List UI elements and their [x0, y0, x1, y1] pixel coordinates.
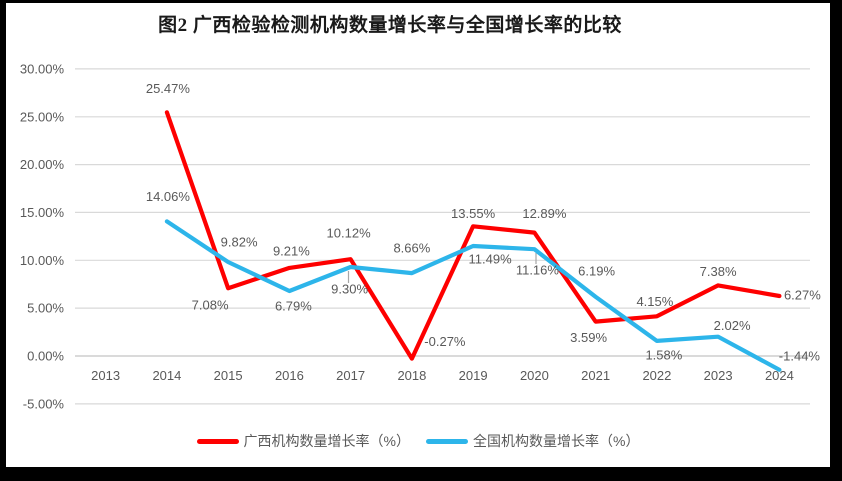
x-axis-tick-label: 2020 [520, 368, 549, 383]
y-axis-tick-label: 25.00% [20, 109, 65, 124]
x-axis-tick-label: 2022 [642, 368, 671, 383]
y-axis-tick-label: 5.00% [27, 301, 64, 316]
legend-label-national: 全国机构数量增长率（%） [473, 433, 640, 449]
data-label: 13.55% [451, 206, 496, 221]
data-label: 11.16% [516, 263, 560, 278]
legend-item-national: 全国机构数量增长率（%） [426, 431, 639, 451]
data-label: -1.44% [779, 348, 821, 363]
x-axis-tick-label: 2023 [704, 368, 733, 383]
data-label: 4.15% [636, 294, 673, 309]
x-axis-tick-label: 2014 [152, 368, 181, 383]
x-axis-tick-label: 2017 [336, 368, 365, 383]
data-label: 1.58% [645, 347, 682, 362]
x-axis-tick-label: 2021 [581, 368, 610, 383]
y-axis-tick-label: 30.00% [20, 61, 65, 76]
data-label: 7.08% [192, 298, 229, 313]
data-label: 6.19% [578, 263, 615, 278]
y-axis-tick-label: 0.00% [27, 349, 64, 364]
series-line-0 [164, 110, 782, 361]
data-label: 3.59% [570, 330, 607, 345]
x-axis-tick-label: 2015 [214, 368, 243, 383]
data-label: 10.12% [327, 226, 372, 241]
legend-item-guangxi: 广西机构数量增长率（%） [196, 431, 410, 451]
data-label: 2.02% [714, 318, 751, 333]
national-series-line-icon [426, 438, 468, 444]
data-label: 8.66% [393, 241, 430, 256]
data-label: 25.47% [146, 81, 191, 96]
x-axis-tick-label: 2019 [459, 368, 488, 383]
y-axis-tick-label: -5.00% [23, 396, 65, 411]
series-line-1 [164, 219, 782, 372]
chart-title: 图2 广西检验检测机构数量增长率与全国增长率的比较 [158, 15, 622, 36]
data-label: 9.21% [273, 243, 310, 258]
y-axis-tick-label: 15.00% [20, 205, 65, 220]
y-axis-tick-label: 10.00% [20, 253, 65, 268]
data-label: 9.30% [331, 282, 368, 297]
x-axis-tick-label: 2018 [397, 368, 426, 383]
data-label: 11.49% [469, 252, 513, 267]
data-label: 6.79% [275, 299, 312, 314]
x-axis-tick-label: 2024 [765, 368, 794, 383]
data-label: 12.89% [522, 206, 567, 221]
x-axis-tick-label: 2016 [275, 368, 304, 383]
data-label: 9.82% [221, 235, 258, 250]
data-label: 6.27% [784, 288, 821, 303]
x-axis-tick-label: 2013 [91, 368, 120, 383]
chart-background [6, 3, 830, 467]
guangxi-series-line-icon [196, 438, 239, 444]
legend-label-guangxi: 广西机构数量增长率（%） [243, 433, 410, 449]
data-label: 7.38% [700, 264, 737, 279]
chart-legend: 广西机构数量增长率（%） 全国机构数量增长率（%） [6, 431, 830, 451]
data-label: -0.27% [424, 334, 466, 349]
y-axis-tick-label: 20.00% [20, 157, 65, 172]
data-label: 14.06% [146, 189, 191, 204]
